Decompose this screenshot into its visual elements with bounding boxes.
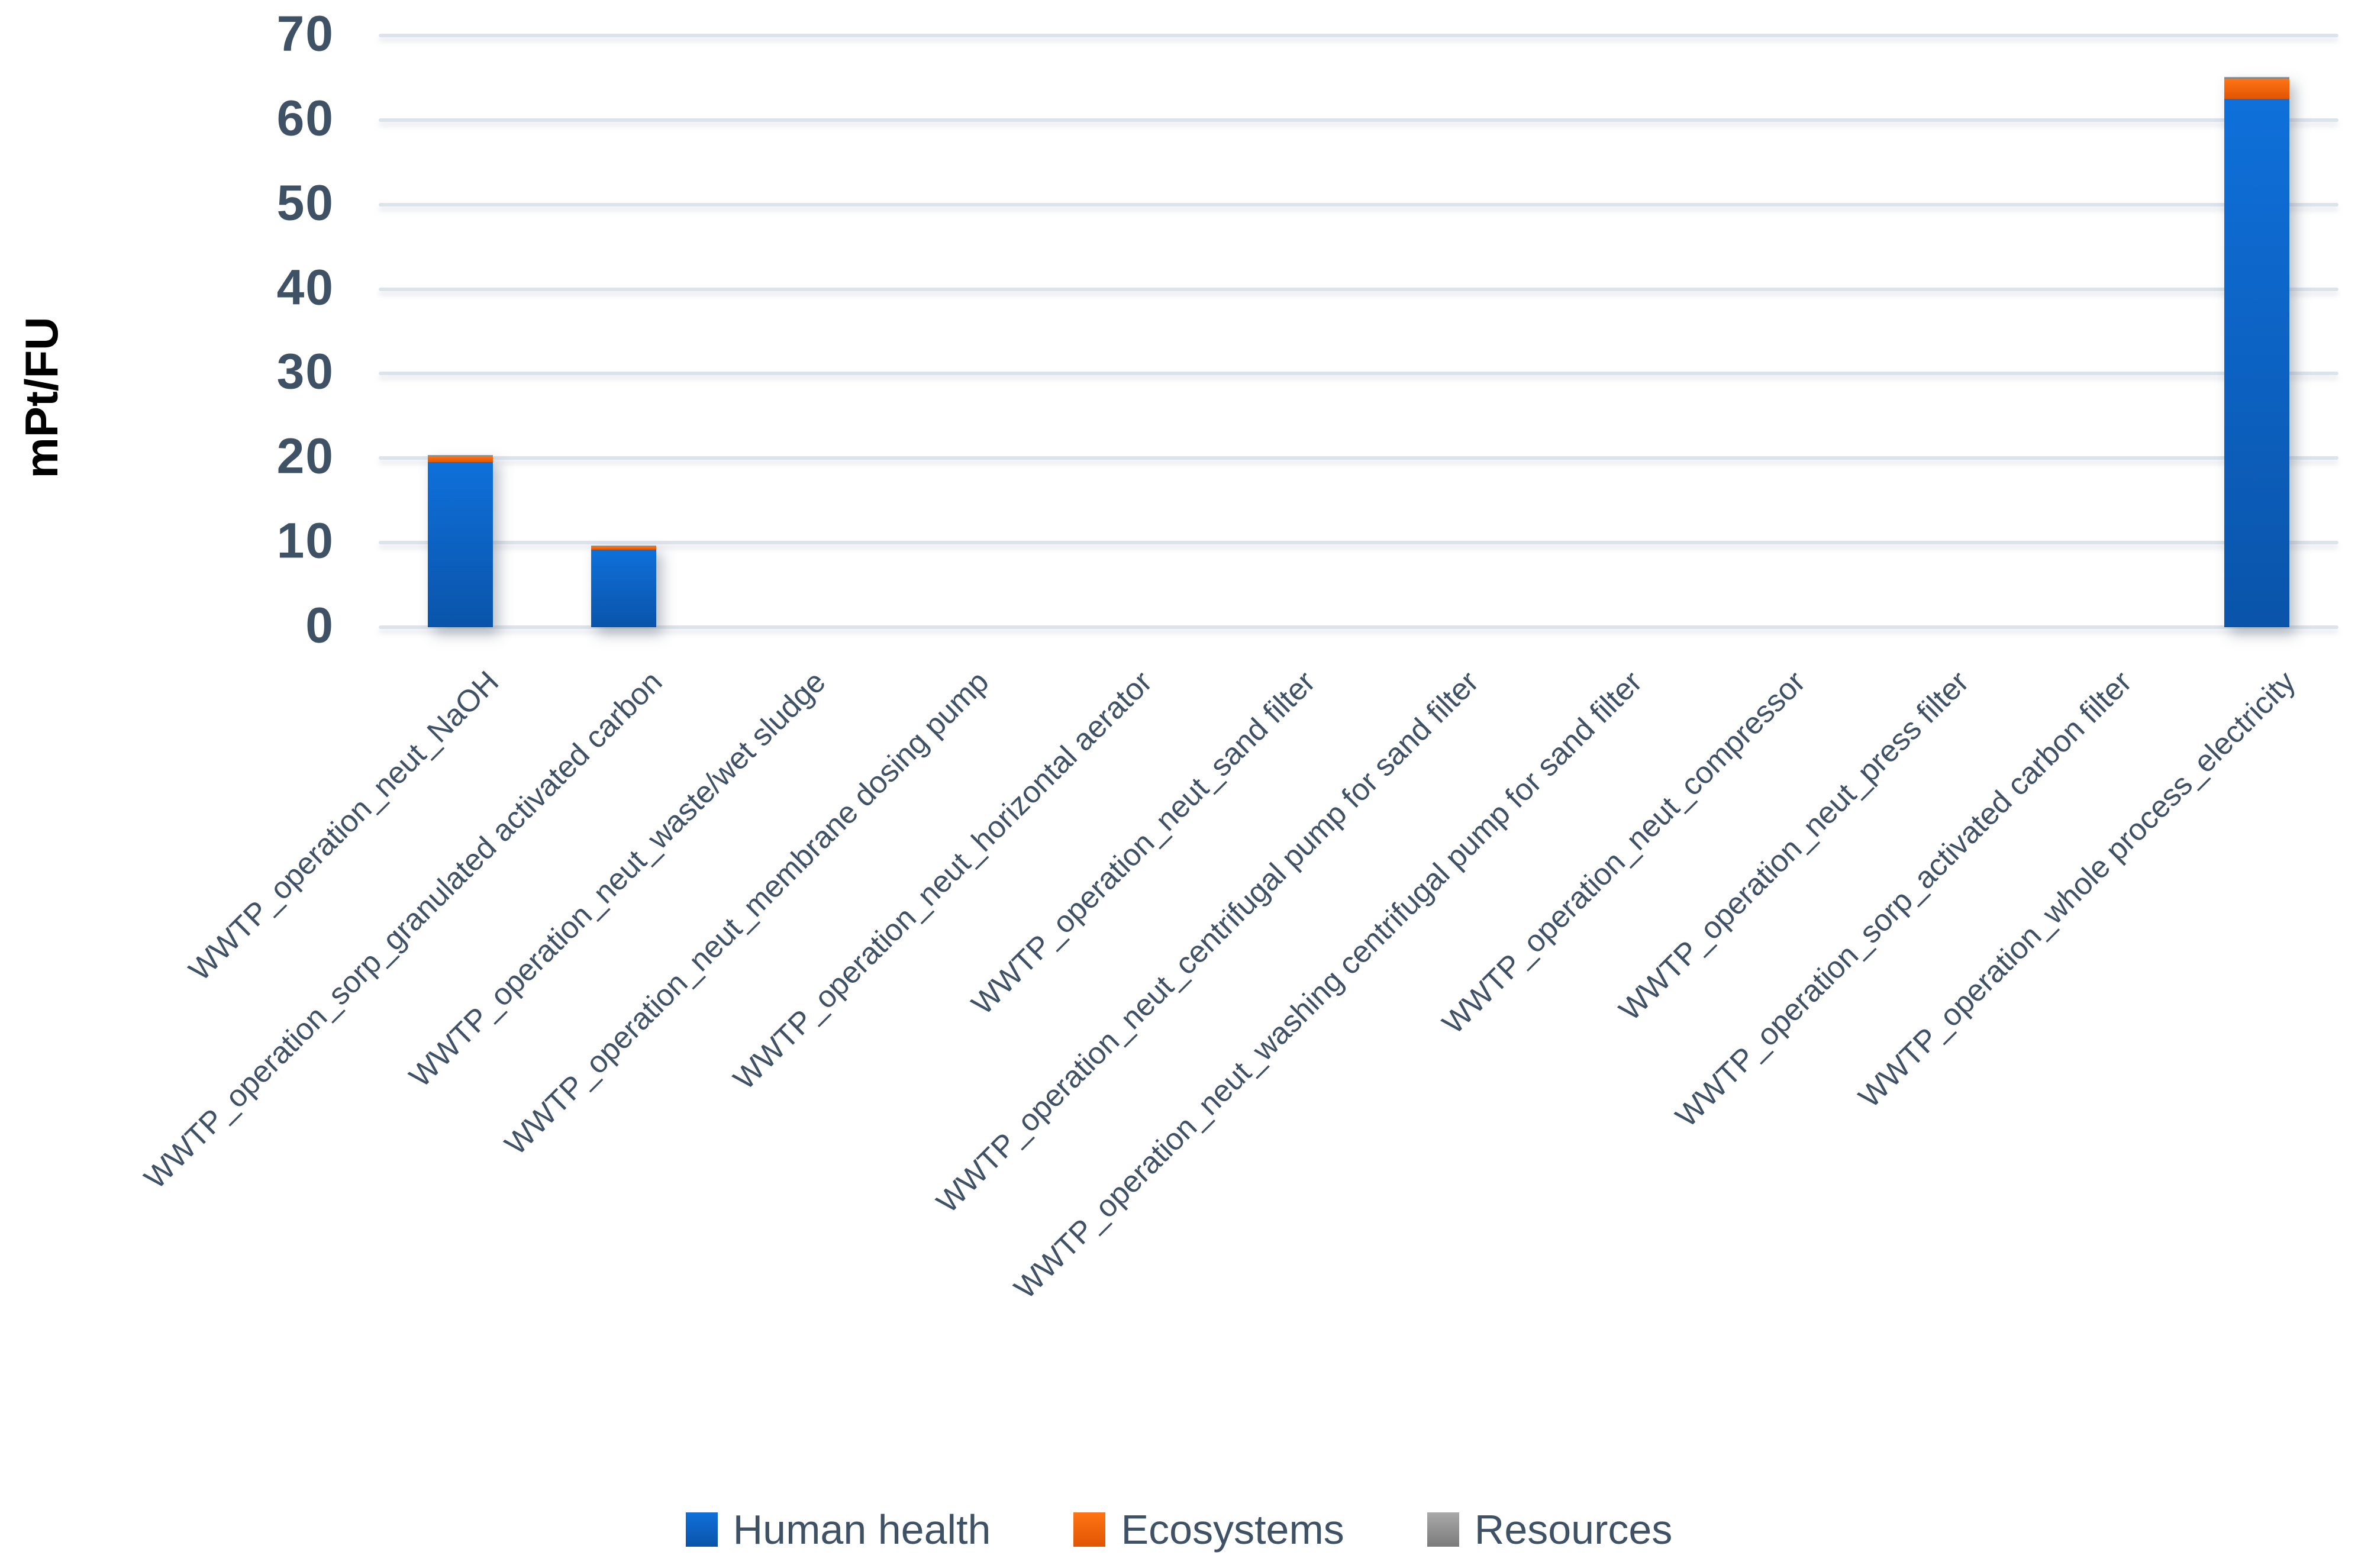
legend-item-ecosystems: Ecosystems	[1073, 1509, 1344, 1550]
legend-label: Human health	[733, 1506, 991, 1553]
gridline	[379, 541, 2338, 545]
legend: Human health Ecosystems Resources	[0, 1509, 2358, 1550]
bar-segment-human-health	[591, 549, 656, 627]
gridline	[379, 118, 2338, 122]
x-category-label: WWTP_operation_neut_NaOH	[182, 664, 506, 988]
y-tick-label: 20	[276, 428, 334, 484]
y-tick-label: 0	[305, 597, 334, 653]
x-category-label: WWTP_operation_neut_sand filter	[965, 664, 1322, 1022]
y-axis-title: mPt/FU	[15, 317, 67, 479]
gridline	[379, 456, 2338, 460]
bar-segment-human-health	[428, 462, 493, 627]
bar-segment-resources	[428, 454, 493, 457]
bar-segment-human-health	[2224, 99, 2289, 627]
y-tick-label: 30	[276, 344, 334, 400]
x-category-label: WWTP_operation_neut_compressor	[1436, 664, 1812, 1041]
gridline	[379, 287, 2338, 291]
x-category-label: WWTP_operation_neut_washing centrifugal …	[1007, 664, 1649, 1306]
bar-segment-ecosystems	[2224, 78, 2289, 99]
legend-label: Resources	[1474, 1506, 1673, 1553]
legend-label: Ecosystems	[1121, 1506, 1344, 1553]
legend-swatch-icon	[1073, 1512, 1106, 1547]
bar-stack	[591, 545, 656, 627]
gridline	[379, 202, 2338, 207]
bar-segment-resources	[2224, 77, 2289, 79]
y-tick-label: 40	[276, 259, 334, 315]
y-tick-label: 60	[276, 90, 334, 146]
y-tick-label: 70	[276, 5, 334, 62]
legend-item-resources: Resources	[1427, 1506, 1673, 1553]
y-tick-label: 50	[276, 175, 334, 231]
gridline	[379, 625, 2338, 629]
bar-stack	[2224, 77, 2289, 627]
x-category-label: WWTP_operation_neut_press filter	[1612, 664, 1976, 1028]
legend-item-human-health: Human health	[685, 1506, 991, 1553]
bar-stack	[428, 454, 493, 627]
x-category-label: WWTP_operation_neut_centrifugal pump for…	[930, 664, 1486, 1220]
gridline	[379, 372, 2338, 376]
y-tick-label: 10	[276, 512, 334, 569]
bar-segment-ecosystems	[591, 546, 656, 550]
legend-swatch-icon	[1427, 1512, 1459, 1547]
legend-swatch-icon	[685, 1512, 718, 1547]
bar-segment-ecosystems	[428, 456, 493, 463]
gridline	[379, 34, 2338, 37]
bar-segment-resources	[591, 545, 656, 547]
